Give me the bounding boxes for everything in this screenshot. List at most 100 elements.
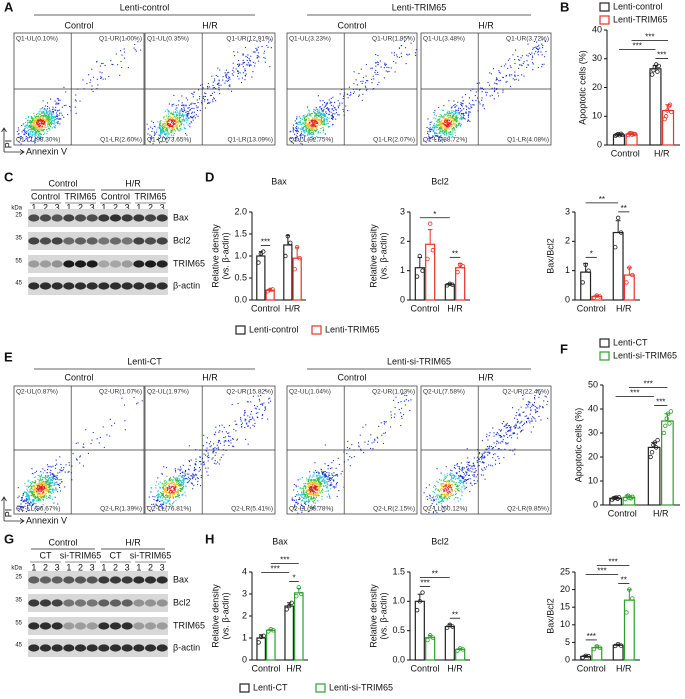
flow-dot [429, 129, 430, 130]
flow-dot [188, 125, 189, 126]
flow-dot [312, 125, 313, 126]
flow-dot [535, 421, 536, 422]
flow-dot [171, 122, 172, 123]
flow-dot [216, 75, 217, 76]
flow-dot [166, 496, 167, 497]
flow-dot [170, 480, 171, 481]
flow-dot [521, 422, 522, 423]
flow-dot [313, 480, 314, 481]
flow-dot [162, 500, 163, 501]
panel-label: F [560, 341, 568, 356]
flow-dot [317, 111, 318, 112]
flow-dot [183, 107, 184, 108]
flow-dot [57, 491, 58, 492]
flow-dot [461, 113, 462, 114]
flow-dot [454, 130, 455, 131]
flow-dot [538, 416, 539, 417]
flow-dot [486, 436, 487, 437]
flow-dot [440, 116, 441, 117]
flow-dot [450, 124, 451, 125]
flow-dot [461, 124, 462, 125]
flow-dot [59, 123, 60, 124]
flow-dot [305, 483, 306, 484]
flow-dot [469, 97, 470, 98]
flow-dot [155, 504, 156, 505]
flow-dot [463, 483, 464, 484]
flow-dot [218, 442, 219, 443]
flow-dot [541, 66, 542, 67]
flow-dot [466, 487, 467, 488]
flow-dot [173, 492, 174, 493]
flow-dot [532, 57, 533, 58]
flow-dot [318, 124, 319, 125]
flow-dot [362, 81, 363, 82]
flow-dot [56, 460, 57, 461]
flow-dot [52, 478, 53, 479]
flow-dot [358, 73, 359, 74]
flow-dot [184, 476, 185, 477]
flow-dot [182, 487, 183, 488]
flow-dot [519, 427, 520, 428]
flow-dot [29, 120, 30, 121]
flow-dot [205, 455, 206, 456]
flow-dot [178, 130, 179, 131]
flow-dot [252, 71, 253, 72]
flow-dot [232, 404, 233, 405]
flow-dot [34, 499, 35, 500]
flow-dot [313, 488, 314, 489]
flow-dot [167, 109, 168, 110]
flow-dot [456, 112, 457, 113]
flow-dot [53, 475, 54, 476]
quadrant-label: Q1-UL(3.48%) [423, 36, 465, 43]
flow-dot [297, 128, 298, 129]
flow-dot [37, 479, 38, 480]
flow-dot [465, 111, 466, 112]
flow-dot [313, 479, 314, 480]
flow-dot [328, 126, 329, 127]
flow-dot [153, 504, 154, 505]
flow-dot [319, 491, 320, 492]
flow-dot [257, 412, 258, 413]
flow-dot [181, 483, 182, 484]
quadrant-label: Q2-UL(1.97%) [147, 389, 189, 396]
flow-dot [519, 413, 520, 414]
flow-dot [528, 404, 529, 405]
flow-dot [542, 407, 543, 408]
flow-dot [308, 118, 309, 119]
flow-dot [443, 118, 444, 119]
flow-dot [177, 494, 178, 495]
flow-dot [307, 131, 308, 132]
flow-dot [311, 480, 312, 481]
flow-dot [441, 125, 442, 126]
flow-dot [116, 53, 117, 54]
flow-dot [51, 482, 52, 483]
flow-dot [50, 112, 51, 113]
flow-dot [348, 459, 349, 460]
flow-dot [182, 472, 183, 473]
flow-dot [167, 483, 168, 484]
flow-dot [40, 108, 41, 109]
flow-dot [267, 47, 268, 48]
flow-dot [187, 111, 188, 112]
flow-dot [31, 483, 32, 484]
flow-dot [176, 115, 177, 116]
flow-dot [175, 500, 176, 501]
flow-dot [318, 475, 319, 476]
flow-dot [298, 128, 299, 129]
flow-dot [450, 119, 451, 120]
flow-dot [57, 103, 58, 104]
flow-dot [544, 56, 545, 57]
flow-dot [492, 95, 493, 96]
flow-dot [176, 492, 177, 493]
flow-dot [28, 486, 29, 487]
flow-dot [373, 78, 374, 79]
flow-dot [514, 63, 515, 64]
flow-dot [447, 115, 448, 116]
flow-dot [163, 487, 164, 488]
flow-dot [173, 112, 174, 113]
flow-dot [168, 492, 169, 493]
flow-dot [355, 79, 356, 80]
flow-dot [174, 128, 175, 129]
flow-dot [373, 442, 374, 443]
flow-dot [39, 493, 40, 494]
